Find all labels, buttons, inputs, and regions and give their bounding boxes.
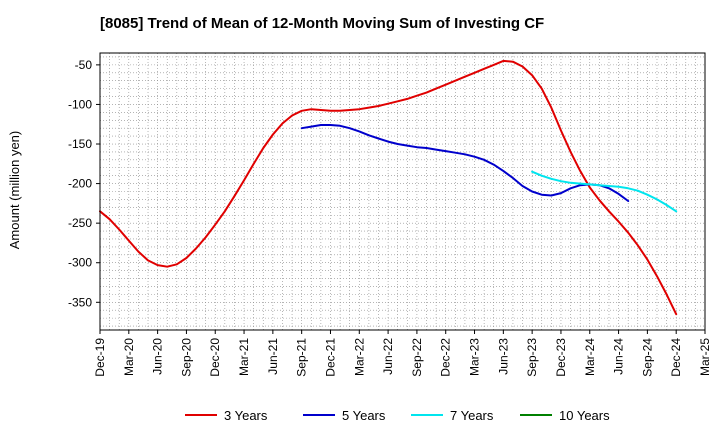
x-tick-label: Dec-24 (669, 338, 683, 377)
y-tick-label: -250 (68, 216, 92, 230)
legend-label: 5 Years (342, 408, 386, 423)
series-line-3-years (99, 59, 678, 316)
y-tick-label: -300 (68, 256, 92, 270)
y-tick-label: -100 (68, 97, 92, 111)
x-tick-label: Dec-21 (323, 338, 337, 377)
x-tick-label: Mar-20 (122, 338, 136, 376)
x-tick-label: Sep-21 (295, 338, 309, 377)
x-tick-label: Mar-23 (468, 338, 482, 376)
series-line-7-years (531, 170, 678, 213)
x-tick-label: Mar-25 (698, 338, 712, 376)
x-tick-label: Dec-23 (554, 338, 568, 377)
x-tick-label: Jun-20 (151, 338, 165, 375)
y-axis: -50 -100 -150 -200 -250 -300 -350 (68, 58, 100, 309)
x-tick-label: Mar-24 (583, 338, 597, 376)
legend: 3 Years 5 Years 7 Years 10 Years (185, 408, 610, 423)
x-tick-label: Dec-20 (208, 338, 222, 377)
y-tick-label: -350 (68, 295, 92, 309)
plot-area-border (99, 52, 706, 331)
x-tick-label: Mar-21 (237, 338, 251, 376)
grid (100, 53, 705, 330)
y-tick-label: -50 (75, 58, 93, 72)
x-tick-label: Jun-23 (496, 338, 510, 375)
x-axis: Dec-19 Mar-20 Jun-20 Sep-20 Dec-20 Mar-21 Jun-… (93, 330, 712, 377)
x-tick-label: Sep-22 (410, 338, 424, 377)
x-tick-label: Sep-24 (640, 338, 654, 377)
x-tick-label: Dec-19 (93, 338, 107, 377)
y-axis-label: Amount (million yen) (7, 131, 22, 250)
y-tick-label: -200 (68, 177, 92, 191)
x-tick-label: Dec-22 (439, 338, 453, 377)
legend-label: 7 Years (450, 408, 494, 423)
series-lines (99, 59, 678, 316)
x-tick-label: Jun-22 (381, 338, 395, 375)
x-tick-label: Sep-20 (179, 338, 193, 377)
y-tick-label: -150 (68, 137, 92, 151)
series-line-5-years (300, 124, 630, 202)
legend-label: 10 Years (559, 408, 610, 423)
x-tick-label: Jun-21 (266, 338, 280, 375)
x-tick-label: Jun-24 (612, 338, 626, 375)
chart-title: [8085] Trend of Mean of 12-Month Moving … (100, 15, 544, 32)
x-tick-label: Sep-23 (525, 338, 539, 377)
x-tick-label: Mar-22 (352, 338, 366, 376)
legend-label: 3 Years (224, 408, 268, 423)
